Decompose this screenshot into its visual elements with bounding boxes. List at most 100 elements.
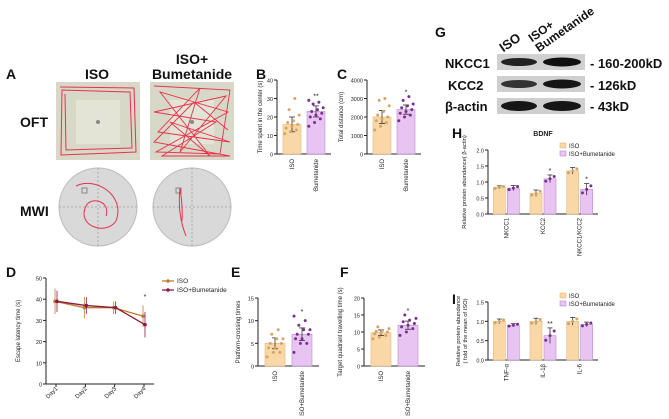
x-category-label: ISO+Bumetanide (406, 370, 412, 416)
data-point (400, 106, 404, 110)
panel-label-b: B (256, 66, 267, 82)
row-label-oft: OFT (20, 114, 48, 130)
y-tick-label: 2.0 (476, 149, 484, 155)
data-point (276, 328, 280, 332)
data-point (376, 325, 380, 329)
data-point (411, 327, 415, 331)
significance-mark: * (585, 177, 588, 184)
panel-label-c: C (337, 66, 348, 82)
y-tick-label: 3000 (351, 97, 363, 103)
y-tick-label: 50 (36, 277, 42, 283)
data-point (291, 119, 295, 123)
y-axis-title: Target quadrant travelling time (s) (338, 287, 344, 376)
panel-label-g: G (435, 24, 446, 40)
data-point (381, 328, 385, 332)
significance-mark: * (144, 294, 147, 301)
y-tick-label: 10 (354, 331, 360, 337)
panel-label-d: D (6, 264, 17, 280)
data-point (292, 350, 296, 354)
data-point (544, 338, 548, 342)
group-iso-header: ISO (84, 66, 110, 82)
y-tick-label: 1000 (351, 134, 363, 140)
data-point (310, 109, 314, 113)
y-tick-label: 10 (36, 361, 42, 367)
x-category-label: NKCC1/KCC2 (578, 217, 584, 256)
y-tick-label: 1.5 (476, 165, 484, 171)
y-tick-label: 1.0 (476, 181, 484, 187)
data-point (374, 329, 378, 333)
data-point (294, 337, 298, 341)
bar-bumetanide (397, 324, 419, 367)
data-point (373, 128, 377, 132)
data-point (379, 331, 383, 335)
data-point (589, 321, 593, 325)
row-label-mwi: MWI (20, 203, 49, 219)
x-category-label: IL-6 (578, 363, 584, 374)
legend-marker (166, 288, 170, 292)
data-point (314, 113, 318, 117)
x-tick-label: Day3 (104, 386, 119, 401)
y-tick-label: 40 (267, 79, 273, 85)
panel-label-a: A (6, 66, 17, 82)
y-tick-label: 0 (39, 383, 42, 389)
data-point (273, 346, 277, 350)
bar-iso (370, 332, 392, 367)
y-tick-label: 15 (248, 297, 254, 303)
data-point (414, 316, 418, 320)
group-bumetanide-header: ISO+ Bumetanide (151, 51, 233, 82)
data-point (307, 98, 311, 102)
bar-bumetanide (507, 324, 520, 361)
legend-label: ISO+Bumetanide (569, 152, 616, 158)
data-point (571, 319, 575, 323)
legend-label: ISO+Bumetanide (177, 287, 227, 294)
y-tick-label: 20 (354, 297, 360, 303)
data-point (534, 319, 538, 323)
data-point (320, 111, 324, 115)
data-point (318, 117, 322, 121)
wb-protein-nkcc1: NKCC1 (445, 56, 490, 71)
y-axis-title: Time spent in the center (s) (258, 81, 264, 154)
y-tick-label: 0.0 (476, 359, 484, 365)
panel-label-f: F (340, 264, 349, 280)
oft-iso-track-image (56, 82, 140, 160)
y-tick-label: 20 (36, 340, 42, 346)
data-point (552, 174, 556, 178)
wb-size-kcc2: - 126kD (590, 78, 637, 93)
data-point (507, 188, 511, 192)
data-point (296, 122, 300, 126)
data-point (384, 121, 388, 125)
data-point (308, 328, 312, 332)
data-point (292, 314, 296, 318)
x-category-label: TNF-α (504, 363, 510, 381)
data-point (566, 171, 570, 175)
y-tick-label: 2000 (351, 116, 363, 122)
data-point (411, 102, 415, 106)
significance-mark: * (405, 90, 408, 97)
y-axis-title: Total distance (cm) (339, 92, 345, 142)
data-point (377, 335, 381, 339)
data-point (373, 332, 377, 336)
data-point (270, 332, 274, 336)
y-tick-label: 20 (267, 116, 273, 122)
data-point (387, 327, 391, 331)
bar-iso (529, 321, 543, 361)
data-point (580, 324, 584, 328)
data-point (305, 341, 309, 345)
data-point (315, 108, 319, 112)
data-point (502, 184, 506, 188)
data-point (408, 113, 412, 117)
data-point (575, 317, 579, 321)
significance-mark: ** (313, 93, 319, 100)
data-point (374, 119, 378, 123)
significance-mark: * (549, 168, 552, 175)
x-tick-label: Day4 (133, 386, 148, 401)
data-point (275, 337, 279, 341)
data-point (403, 313, 407, 317)
y-tick-label: 5 (357, 348, 360, 354)
data-point (321, 106, 325, 110)
data-point (538, 317, 542, 321)
y-axis-title: Relative protein abundance (456, 296, 462, 367)
data-point (410, 108, 414, 112)
data-point (397, 119, 401, 123)
